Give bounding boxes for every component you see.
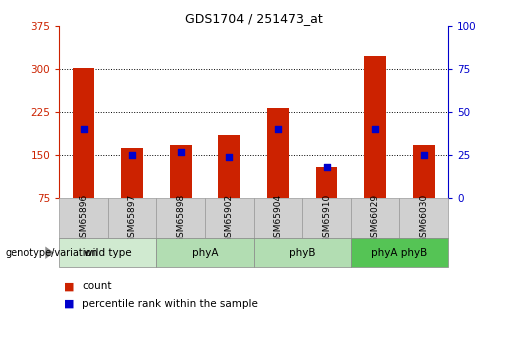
Text: phyB: phyB xyxy=(289,248,316,258)
Text: GSM65904: GSM65904 xyxy=(273,194,282,243)
Text: GSM66030: GSM66030 xyxy=(419,194,428,243)
Point xyxy=(371,127,379,132)
Text: genotype/variation: genotype/variation xyxy=(5,248,98,258)
Point xyxy=(322,165,331,170)
Text: phyA: phyA xyxy=(192,248,218,258)
Text: percentile rank within the sample: percentile rank within the sample xyxy=(82,299,259,308)
Bar xyxy=(267,108,289,198)
Text: phyA phyB: phyA phyB xyxy=(371,248,427,258)
Bar xyxy=(351,198,400,238)
Text: GSM66029: GSM66029 xyxy=(371,194,380,243)
Point xyxy=(177,149,185,155)
Text: GSM65898: GSM65898 xyxy=(176,194,185,243)
Text: ■: ■ xyxy=(64,299,75,308)
Bar xyxy=(218,135,241,198)
Bar xyxy=(170,145,192,198)
Bar xyxy=(253,198,302,238)
Polygon shape xyxy=(45,246,54,259)
Bar xyxy=(73,68,94,198)
Bar xyxy=(253,238,351,267)
Title: GDS1704 / 251473_at: GDS1704 / 251473_at xyxy=(185,12,322,25)
Point xyxy=(128,152,136,158)
Bar xyxy=(59,238,157,267)
Bar xyxy=(302,198,351,238)
Bar xyxy=(400,198,448,238)
Point xyxy=(420,152,428,158)
Bar xyxy=(59,198,108,238)
Point xyxy=(225,154,233,160)
Text: GSM65910: GSM65910 xyxy=(322,194,331,243)
Bar xyxy=(413,145,435,198)
Bar xyxy=(205,198,253,238)
Bar xyxy=(157,238,253,267)
Text: GSM65902: GSM65902 xyxy=(225,194,234,243)
Text: GSM65897: GSM65897 xyxy=(128,194,136,243)
Text: GSM65896: GSM65896 xyxy=(79,194,88,243)
Text: count: count xyxy=(82,282,112,291)
Bar xyxy=(108,198,157,238)
Bar xyxy=(351,238,448,267)
Point xyxy=(274,127,282,132)
Bar xyxy=(364,56,386,198)
Text: ■: ■ xyxy=(64,282,75,291)
Point xyxy=(79,127,88,132)
Bar xyxy=(316,167,337,198)
Bar xyxy=(121,148,143,198)
Bar xyxy=(157,198,205,238)
Text: wild type: wild type xyxy=(84,248,132,258)
